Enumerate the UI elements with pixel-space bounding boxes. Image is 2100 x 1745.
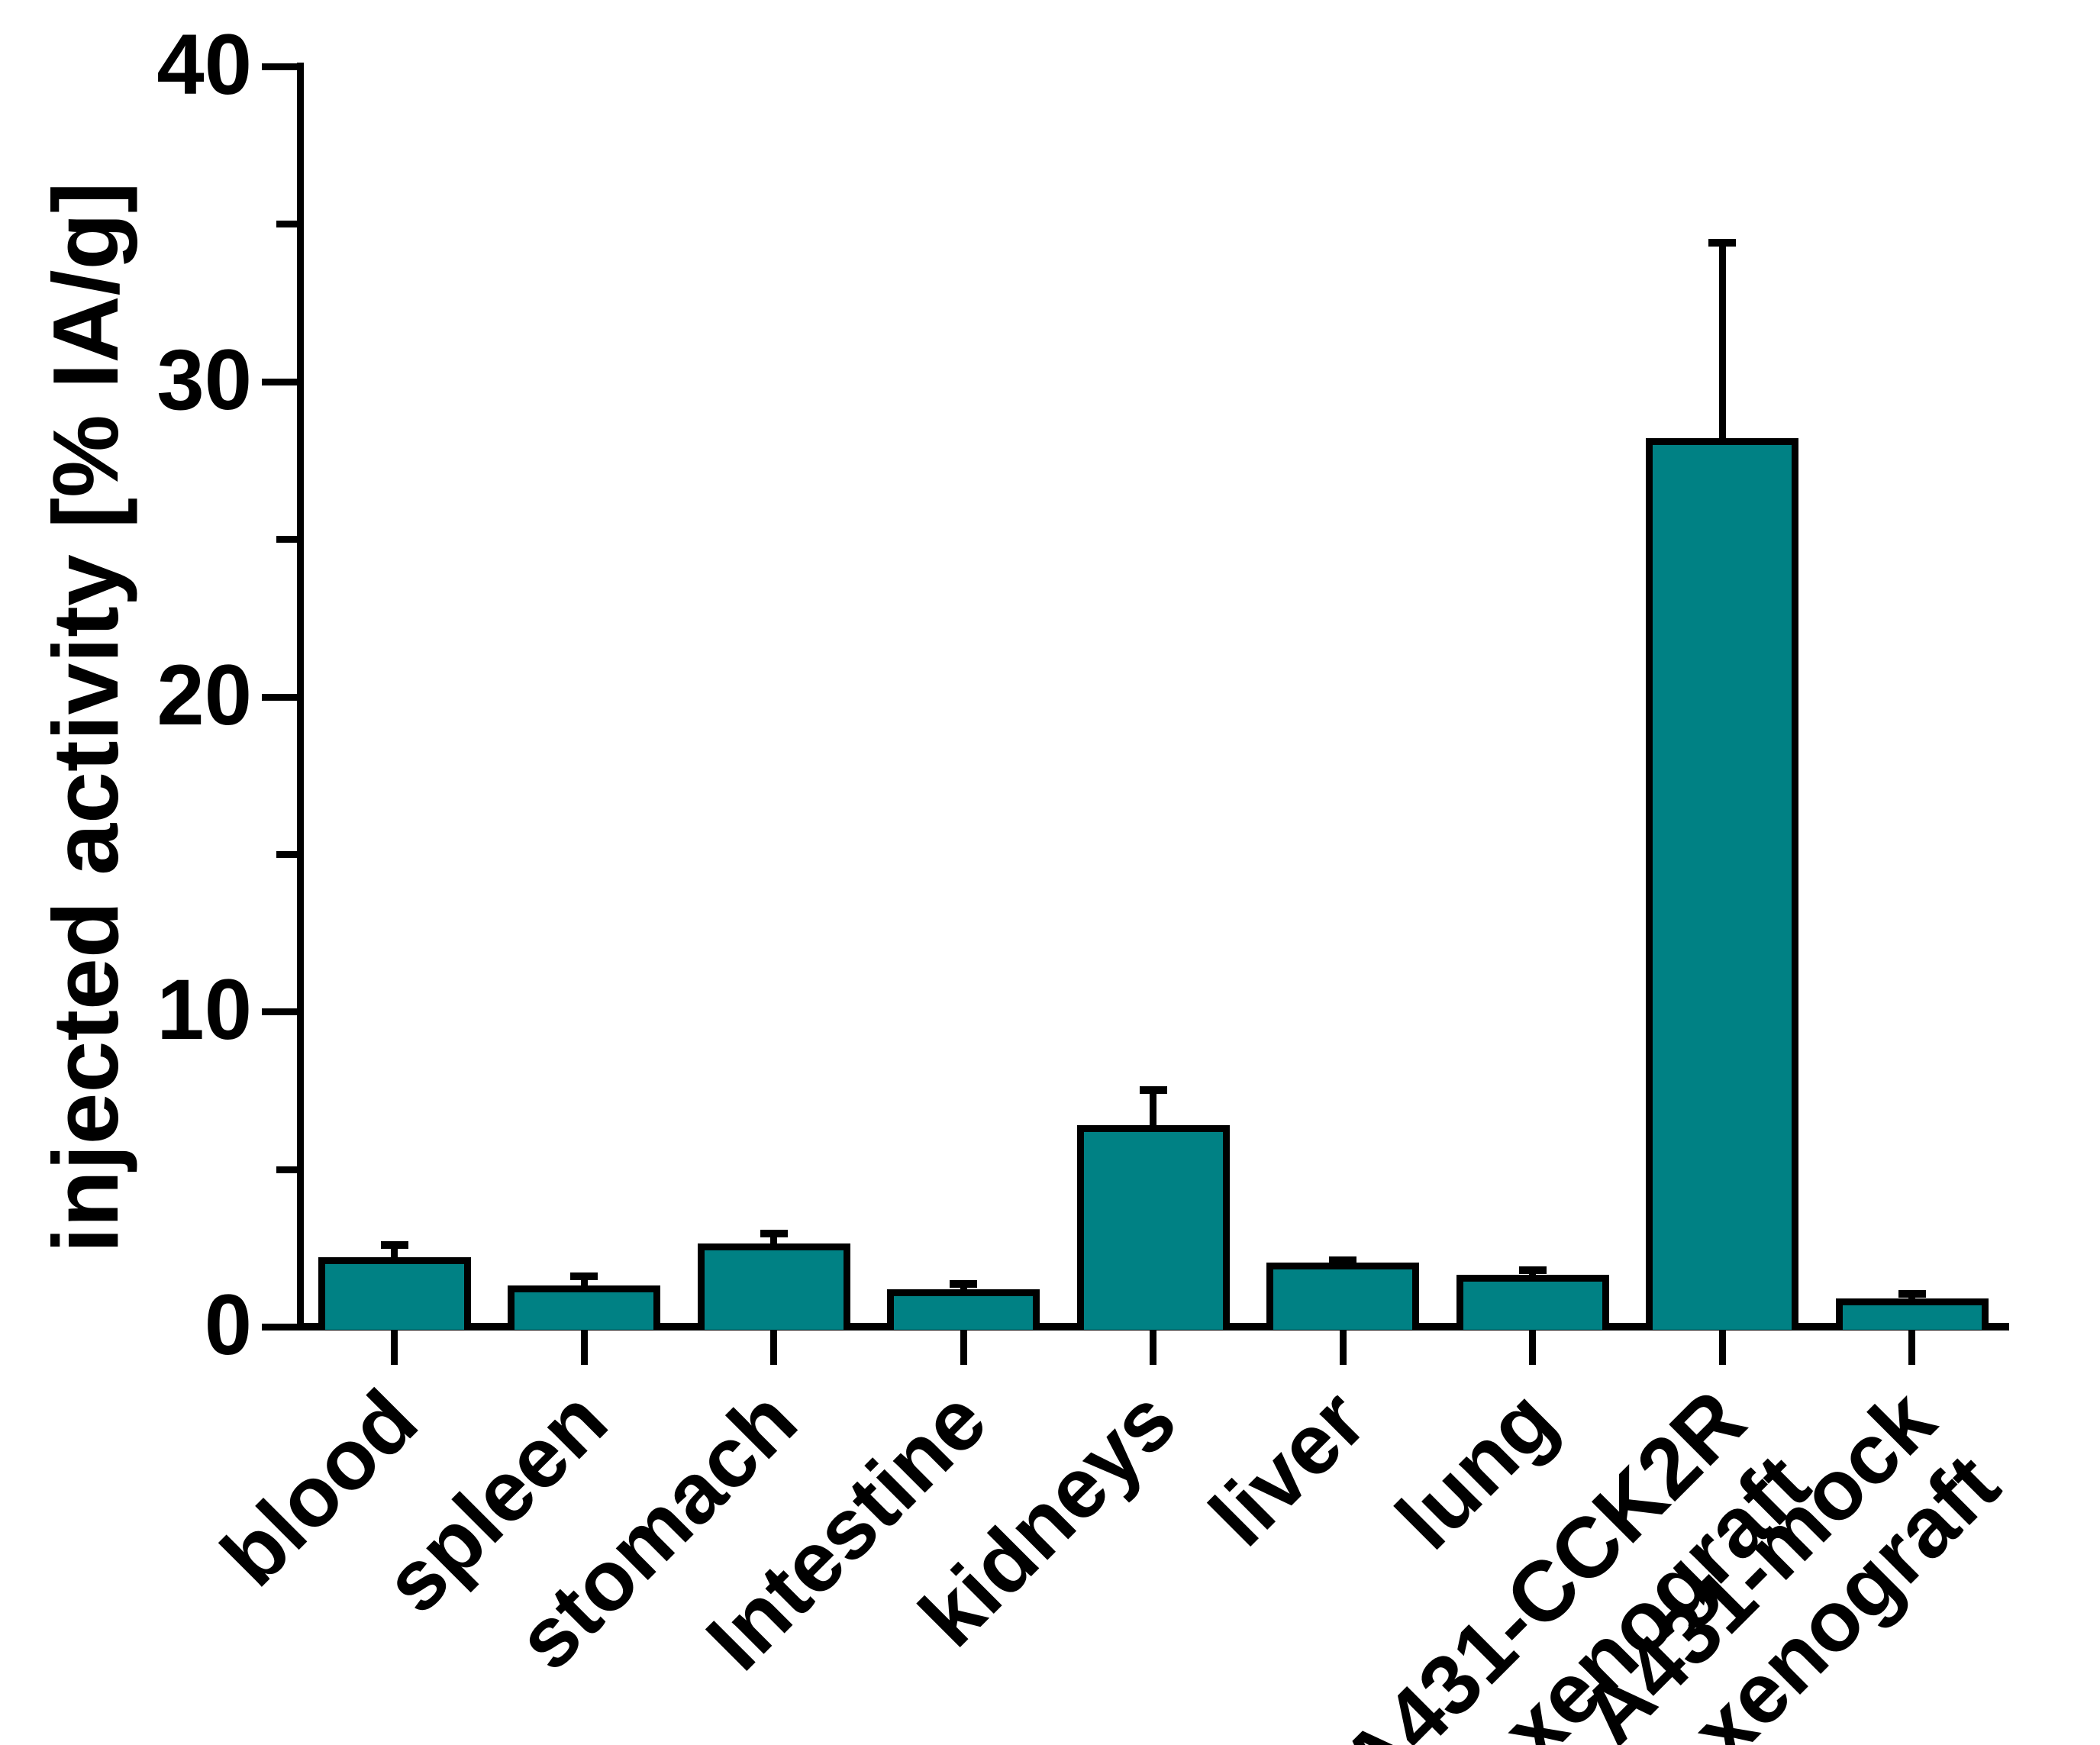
error-bar-whisker — [391, 1244, 398, 1261]
y-tick-label: 40 — [156, 16, 252, 112]
error-bar-cap — [380, 1240, 408, 1249]
x-tick — [1339, 1331, 1347, 1365]
error-bar-cap — [1518, 1266, 1547, 1274]
error-bar-cap — [1329, 1256, 1356, 1265]
y-tick-label: 0 — [204, 1276, 252, 1372]
error-bar-whisker — [1150, 1090, 1156, 1128]
error-bar-whisker — [580, 1276, 588, 1289]
error-bar-cap — [1898, 1289, 1926, 1298]
bar-liver — [1266, 1262, 1419, 1330]
x-tick — [580, 1331, 588, 1365]
y-major-tick — [262, 63, 297, 70]
x-tick — [391, 1331, 398, 1365]
y-minor-tick — [276, 221, 297, 228]
error-bar-cap — [760, 1230, 788, 1238]
error-bar-cap — [1139, 1086, 1167, 1095]
x-tick — [1908, 1331, 1915, 1365]
y-tick-label: 30 — [156, 331, 252, 427]
error-bar-whisker — [1718, 243, 1726, 442]
bar-a431-cck2r-xenograft — [1646, 438, 1798, 1330]
y-major-tick — [262, 1324, 297, 1331]
x-tick — [770, 1331, 777, 1365]
y-minor-tick — [276, 536, 297, 543]
error-bar-cap — [1708, 239, 1736, 247]
error-bar-whisker — [1529, 1269, 1536, 1279]
y-major-tick — [262, 693, 297, 701]
error-bar-cap — [570, 1272, 598, 1280]
y-tick-label: 10 — [156, 962, 252, 1058]
x-tick — [1718, 1331, 1726, 1365]
x-tick — [960, 1331, 967, 1365]
error-bar-cap — [950, 1280, 977, 1289]
y-minor-tick — [276, 1166, 297, 1173]
y-minor-tick — [276, 850, 297, 858]
bar-spleen — [508, 1285, 660, 1330]
error-bar-whisker — [960, 1284, 967, 1292]
bar-kidneys — [1076, 1124, 1230, 1330]
y-major-tick — [262, 378, 297, 385]
bar-intestine — [887, 1289, 1040, 1330]
y-axis-line — [297, 63, 304, 1331]
y-major-tick — [262, 1008, 297, 1016]
bar-stomach — [697, 1243, 850, 1330]
x-tick — [1150, 1331, 1156, 1365]
bar-blood — [318, 1257, 471, 1330]
x-tick — [1529, 1331, 1536, 1365]
error-bar-whisker — [770, 1234, 777, 1247]
error-bar-whisker — [1908, 1293, 1915, 1301]
y-tick-label: 20 — [156, 647, 252, 743]
bar-a431-mock-xenograft — [1835, 1298, 1989, 1330]
bar-lung — [1456, 1275, 1609, 1330]
